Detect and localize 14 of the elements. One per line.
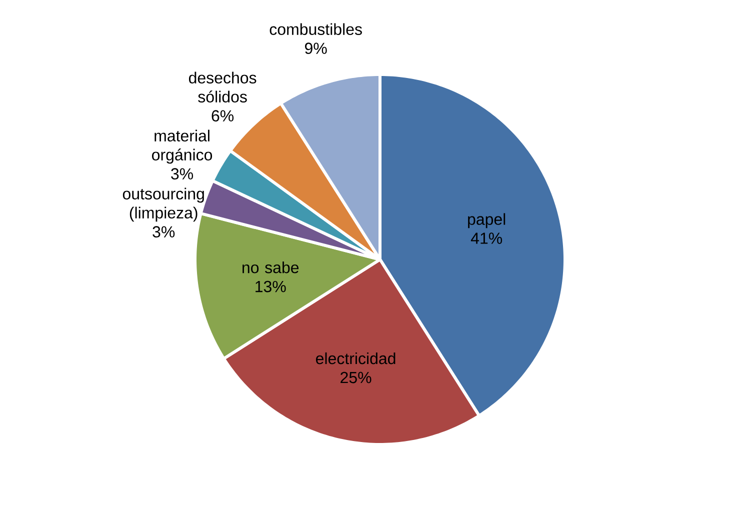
- data-label: 25%: [340, 372, 372, 384]
- data-label: 6%: [212, 110, 234, 122]
- slice-label: papel: [468, 213, 506, 228]
- slice-label: outsourcing (limpieza): [122, 188, 204, 222]
- slice-label: combustibles: [270, 23, 362, 35]
- slice-label: no sabe: [242, 261, 299, 274]
- slice-label: electricidad: [316, 352, 396, 364]
- data-label: 3%: [171, 168, 194, 180]
- data-label: 13%: [256, 280, 286, 292]
- data-label: 41%: [470, 232, 502, 244]
- data-label: 9%: [305, 42, 327, 54]
- slice-label: material orgánico: [152, 130, 212, 164]
- data-label: 3%: [152, 226, 175, 238]
- slice-label: desechos sólidos: [188, 72, 256, 102]
